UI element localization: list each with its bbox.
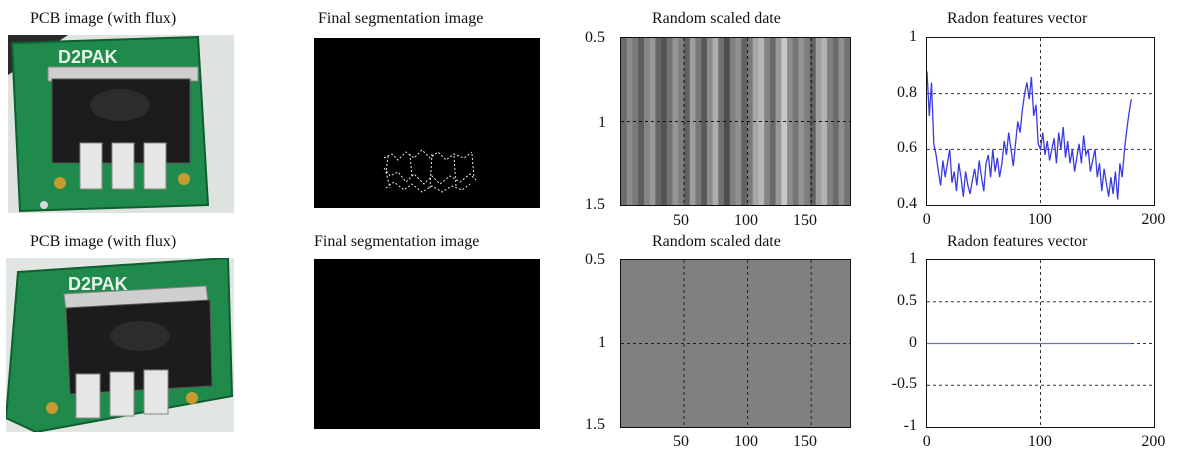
heatmap-1-column-13 xyxy=(695,38,702,205)
radon-1-ytick-0: 0.4 xyxy=(897,195,917,212)
heatmap-1-column-21 xyxy=(741,38,748,205)
heatmap-1-column-36 xyxy=(827,38,834,205)
heatmap-1-column-38 xyxy=(838,38,845,205)
scaled-xtick-1-1: 100 xyxy=(734,212,758,229)
radon-title-2: Radon features vector xyxy=(947,233,1088,250)
heatmap-1-column-35 xyxy=(821,38,828,205)
radon-2-xtick-0: 0 xyxy=(922,433,931,450)
pcb-image-title-2: PCB image (with flux) xyxy=(30,233,177,250)
scaled-ytick-1-2: 1.5 xyxy=(585,196,605,213)
heatmap-1-column-17 xyxy=(718,38,725,205)
scaled-plot-2 xyxy=(620,259,851,428)
radon-2-ytick-3: -0.5 xyxy=(891,375,917,393)
radon-2-ytick-1: 0.5 xyxy=(897,291,917,309)
scaled-title-1: Random scaled date xyxy=(652,10,781,27)
radon-line-chart-2 xyxy=(927,260,1154,427)
heatmap-1-column-16 xyxy=(712,38,719,205)
heatmap-1-column-20 xyxy=(735,38,742,205)
heatmap-1-column-12 xyxy=(689,38,697,205)
radon-plot-2 xyxy=(926,259,1155,428)
segmentation-title-2: Final segmentation image xyxy=(314,233,480,250)
scaled-xtick-2-0: 50 xyxy=(673,433,689,450)
heatmap-1-column-37 xyxy=(832,38,840,205)
radon-plot-1 xyxy=(926,37,1155,206)
radon-2-xtick-1: 100 xyxy=(1027,433,1052,450)
scaled-title-2: Random scaled date xyxy=(652,233,781,250)
scaled-plot-1 xyxy=(620,37,851,206)
heatmap-1-column-19 xyxy=(729,38,737,205)
radon-2-ytick-0: 1 xyxy=(909,250,917,267)
radon-2-xtick-2: 200 xyxy=(1141,433,1166,450)
segmentation-edges-1 xyxy=(383,149,477,193)
radon-line-chart-1 xyxy=(927,38,1154,205)
radon-2-ytick-2: 0 xyxy=(909,333,917,351)
heatmap-1-column-0 xyxy=(621,38,628,205)
pcb-photo-1: D2PAK xyxy=(8,35,234,213)
radon-1-ytick-2: 0.8 xyxy=(897,83,917,101)
scaled-ytick-2-2: 1.5 xyxy=(585,416,605,433)
heatmap-1-column-22 xyxy=(746,38,754,205)
radon-2-ytick-4: -1 xyxy=(903,417,917,434)
scaled-ytick-1-0: 0.5 xyxy=(585,29,605,46)
radon-1-xtick-1: 100 xyxy=(1027,211,1052,228)
scaled-xtick-2-2: 150 xyxy=(793,433,817,450)
heatmap-1-column-18 xyxy=(724,38,731,205)
radon-1-series-line xyxy=(927,71,1132,200)
pcb-silkscreen-label-1: D2PAK xyxy=(58,47,118,67)
scaled-xtick-1-0: 50 xyxy=(673,212,689,229)
segmentation-image-2 xyxy=(314,259,540,429)
segmentation-image-1 xyxy=(314,38,540,208)
pcb-photo-2: D2PAK xyxy=(6,258,234,432)
heatmap-1-column-39 xyxy=(844,38,850,205)
pcb-silkscreen-label-2: D2PAK xyxy=(68,274,128,294)
heatmap-1-column-14 xyxy=(701,38,708,205)
radon-title-1: Radon features vector xyxy=(947,10,1088,27)
scaled-ytick-2-1: 1 xyxy=(598,334,606,351)
scaled-heatmap-2 xyxy=(621,260,850,427)
segmentation-title-1: Final segmentation image xyxy=(318,10,484,27)
scaled-xtick-2-1: 100 xyxy=(734,433,758,450)
scaled-ytick-2-0: 0.5 xyxy=(585,251,605,268)
radon-1-xtick-2: 200 xyxy=(1141,211,1166,228)
scaled-heatmap-1 xyxy=(621,38,850,205)
scaled-ytick-1-1: 1 xyxy=(598,114,606,131)
radon-1-ytick-1: 0.6 xyxy=(897,139,917,157)
radon-1-xtick-0: 0 xyxy=(922,211,931,228)
scaled-xtick-1-2: 150 xyxy=(793,212,817,229)
pcb-image-title-1: PCB image (with flux) xyxy=(30,10,177,27)
heatmap-1-column-15 xyxy=(706,38,714,205)
heatmap-1-column-34 xyxy=(815,38,822,205)
radon-1-ytick-3: 1 xyxy=(909,28,917,45)
